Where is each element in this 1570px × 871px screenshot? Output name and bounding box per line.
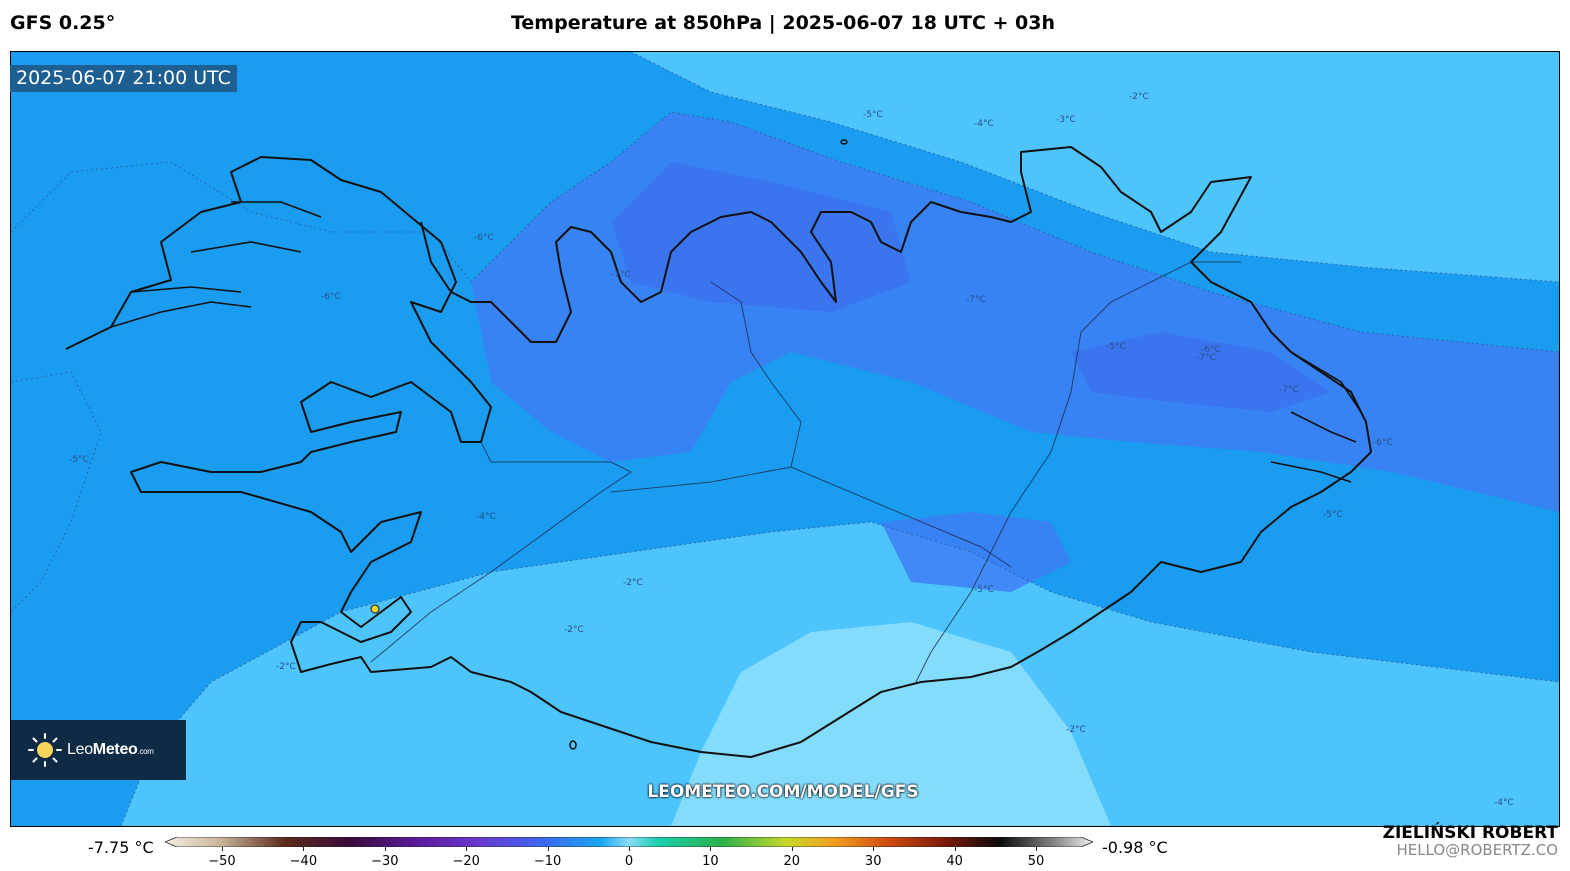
temperature-band-mild-north <box>631 52 1559 282</box>
colorbar-tick-mark <box>954 847 956 851</box>
contour-label: -6°C <box>1201 345 1221 355</box>
colorbar-tick-mark <box>547 847 549 851</box>
contour-label: -4°C <box>476 512 496 522</box>
temperature-band-coldest-east <box>1071 332 1331 412</box>
temperature-band-cold-southeast <box>881 512 1071 592</box>
island-vestmannaeyjar <box>569 740 577 750</box>
contour-label: -2°C <box>564 625 584 635</box>
colorbar-tick-mark <box>629 847 630 851</box>
colorbar <box>165 837 1093 847</box>
temperature-band-warm-south <box>671 622 1111 826</box>
contour-label: -5°C <box>1323 510 1343 520</box>
colorbar-tick-label: 50 <box>1027 854 1045 869</box>
colorbar-tick-label: 20 <box>783 854 801 869</box>
colorbar-tick-mark <box>303 847 305 851</box>
colorbar-tick-mark <box>1036 847 1038 851</box>
contour-label: -7°C <box>611 270 631 280</box>
contour-label: -6°C <box>474 233 494 243</box>
colorbar-max-label: -0.98 °C <box>1102 838 1168 857</box>
author-email: HELLO@ROBERTZ.CO <box>1396 841 1558 859</box>
contour-label: -4°C <box>1494 798 1514 808</box>
contour-label: -7°C <box>1196 353 1216 363</box>
colorbar-tick-mark <box>466 847 468 851</box>
map-panel[interactable]: -2°C -3°C -4°C -5°C -6°C -7°C -6°C -7°C … <box>10 51 1560 827</box>
contour-label: -7°C <box>966 295 986 305</box>
source-watermark: LEOMETEO.COM/MODEL/GFS <box>647 782 919 802</box>
contour-label: -5°C <box>1106 342 1126 352</box>
chart-title: Temperature at 850hPa | 2025-06-07 18 UT… <box>510 12 1056 34</box>
colorbar-tick-mark <box>873 847 875 851</box>
colorbar-tick-mark <box>710 847 712 851</box>
logo-wordmark: LeoMeteo.com <box>67 741 154 758</box>
colorbar-tick-label: −20 <box>452 854 480 869</box>
colorbar-tick-mark <box>221 847 223 851</box>
colorbar-tick-label: −30 <box>371 854 399 869</box>
model-name: GFS 0.25° <box>10 12 116 34</box>
contour-label: -5°C <box>69 455 89 465</box>
colorbar-min-label: -7.75 °C <box>88 838 154 857</box>
contour-label: -4°C <box>974 119 994 129</box>
leometeo-logo[interactable]: LeoMeteo.com <box>11 720 186 780</box>
contour-label: -7°C <box>1279 385 1299 395</box>
colorbar-tick-label: 40 <box>946 854 963 869</box>
iceland-coastline <box>65 146 1372 758</box>
contour-label: -2°C <box>1066 725 1086 735</box>
contour-labels: -2°C -3°C -4°C -5°C -6°C -7°C -6°C -7°C … <box>69 92 1514 808</box>
coastline-fjords <box>110 201 1362 483</box>
contour-label: -2°C <box>623 578 643 588</box>
author-credit: ZIELIŃSKI ROBERT HELLO@ROBERTZ.CO <box>1383 824 1558 858</box>
island-grimsey <box>840 139 848 145</box>
contour-label: -2°C <box>276 662 296 672</box>
colorbar-tick-label: −10 <box>533 854 562 869</box>
colorbar-tick-label: −50 <box>208 854 236 869</box>
author-name: ZIELIŃSKI ROBERT <box>1382 823 1558 843</box>
sun-icon <box>28 733 62 767</box>
contour-label: -2°C <box>1129 92 1149 102</box>
colorbar-tick-mark <box>384 847 386 851</box>
contour-label: -5°C <box>974 585 994 595</box>
station-marker <box>370 604 380 614</box>
colorbar-tick-label: 30 <box>864 854 882 869</box>
contour-label: -6°C <box>321 292 341 302</box>
temperature-band-coldest <box>611 162 911 312</box>
valid-time-badge: 2025-06-07 21:00 UTC <box>10 65 237 92</box>
colorbar-tick-mark <box>791 847 793 851</box>
colorbar-tick-label: 10 <box>702 854 719 869</box>
temperature-map: -2°C -3°C -4°C -5°C -6°C -7°C -6°C -7°C … <box>11 52 1559 826</box>
region-borders <box>370 261 1241 683</box>
contour-label: -3°C <box>1056 115 1076 125</box>
contour-label: -6°C <box>1373 438 1393 448</box>
colorbar-tick-label: 0 <box>624 854 634 869</box>
isotherm-lines <box>11 52 1559 826</box>
contour-label: -5°C <box>863 110 883 120</box>
colorbar-tick-label: −40 <box>289 854 318 869</box>
